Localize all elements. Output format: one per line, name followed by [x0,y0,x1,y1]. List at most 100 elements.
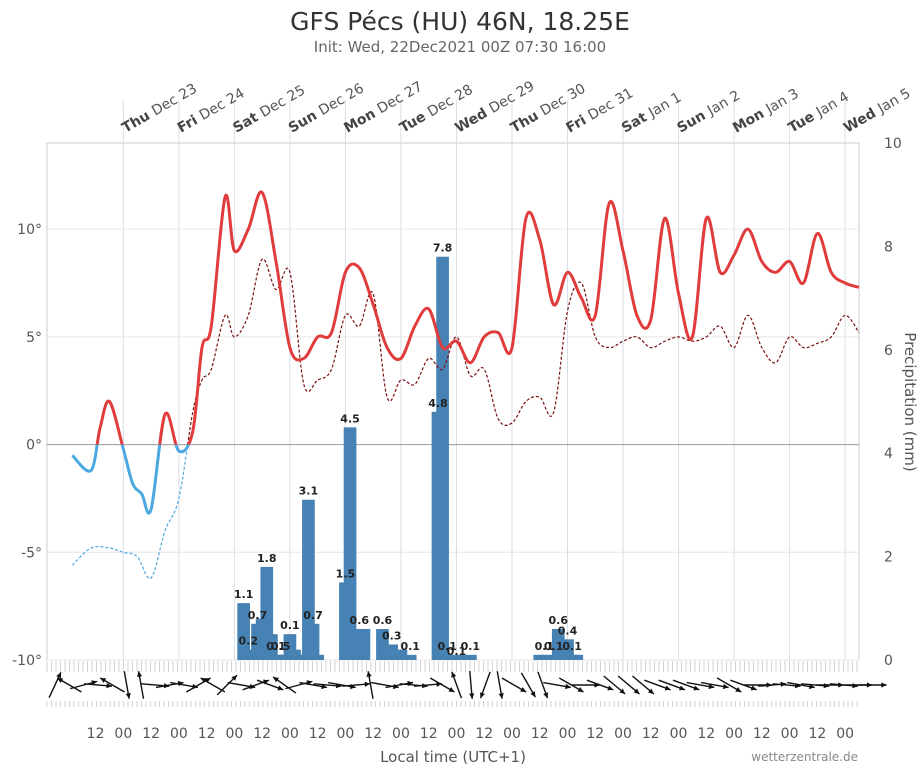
wind-arrow-head [364,681,371,687]
precip-bar [445,654,459,660]
wind-arrow-head [577,687,584,692]
credit-label: wetterzentrale.de [751,750,858,764]
precip-value-label: 0.1 [562,640,582,653]
wind-arrow-head [57,678,64,683]
x-tick-label: 12 [475,726,493,742]
x-tick-label: 00 [559,726,577,742]
precip-value-label: 7.8 [433,242,453,255]
precip-value-label: 4.5 [340,412,360,425]
x-tick-label: 00 [225,726,243,742]
precip-value-label: 0.6 [373,614,393,627]
x-tick-label: 00 [114,726,132,742]
x-tick-label: 00 [781,726,799,742]
x-tick-label: 12 [364,726,382,742]
precip-value-label: 0.5 [271,640,291,653]
x-tick-label: 12 [697,726,715,742]
precip-value-label: 0.7 [248,609,268,622]
x-tick-label: 00 [836,726,854,742]
x-tick-label: 00 [670,726,688,742]
y-tick-label: -10° [12,653,42,669]
precipitation-labels: 1.10.20.71.80.10.50.13.10.71.54.50.6 0.60… [234,242,582,658]
precip-value-label: 0.6 [350,614,370,627]
precip-value-label: 0.1 [280,619,300,632]
precip-value-label: 0.2 [239,635,259,648]
y-tick-label: 10° [17,222,42,238]
day-label: Wed Jan 5 [841,85,913,136]
wind-arrow-head [469,693,475,699]
precip-bar [288,649,301,660]
wind-arrow-head [106,683,112,689]
wind-arrow-head [273,677,279,683]
precip-value-label: 0.1 [266,640,286,653]
x-tick-label: 12 [253,726,271,742]
wind-arrow-head [708,683,715,690]
y2-axis-title: Precipitation (mm) [901,332,919,471]
precip-bar [311,654,325,660]
x-tick-label: 12 [87,726,105,742]
wind-arrow-head [722,683,729,690]
precip-value-label: 0.1 [535,640,555,653]
x-tick-label: 00 [614,726,632,742]
wind-arrow-head [543,692,549,699]
precip-value-label: 0.4 [558,624,578,637]
wind-arrow-head [648,688,654,694]
wind-arrow-head [530,691,536,698]
wind-arrow-head [480,692,485,699]
x-tick-label: 12 [531,726,549,742]
chart-title: GFS Pécs (HU) 46N, 18.25E [290,7,630,36]
precip-bar [343,427,357,660]
precip-bar [357,628,371,660]
wind-arrow-head [231,675,237,681]
precip-bar [403,654,417,660]
day-label-date: Jan 2 [704,88,743,120]
wind-arrow-head [735,687,742,692]
precip-value-label: 0.1 [447,645,467,658]
precip-bar [306,623,320,660]
wind-arrows [48,670,887,700]
precip-bar [570,654,584,660]
wind-arrow-head [565,683,571,690]
day-label-date: Jan 3 [762,86,801,118]
wind-arrow-head [881,682,887,688]
x-tick-label: 12 [753,726,771,742]
x-tick-label: 00 [725,726,743,742]
chart-subtitle: Init: Wed, 22Dec2021 00Z 07:30 16:00 [314,38,606,56]
y2-tick-label: 0 [884,653,893,669]
wind-arrow-head [633,688,640,694]
precip-bar [454,654,468,660]
y2-tick-label: 6 [884,343,893,359]
precip-bar [538,654,551,660]
wind-arrow-head [619,688,626,694]
x-tick-label: 00 [337,726,355,742]
precip-value-label: 4.8 [428,397,448,410]
y-tick-label: 0° [26,438,42,454]
wind-arrow-head [498,693,504,699]
precip-value-label: 1.1 [234,588,254,601]
precip-bar [302,499,315,660]
precipitation-bars [237,256,584,660]
x-tick-label: 00 [503,726,521,742]
temperature-line [95,190,860,445]
wind-arrow-head [125,693,131,699]
y2-tick-label: 10 [884,136,902,152]
precip-bar [265,634,278,660]
precip-value-label: 0.3 [382,629,402,642]
precip-value-label: 0.1 [400,640,420,653]
wind-arrow-head [366,671,372,677]
wind-ticks [46,661,858,707]
dewpoint-line [187,258,860,445]
wind-arrow-head [200,678,207,683]
wind-arrow-head [750,685,757,691]
x-tick-label: 12 [808,726,826,742]
precip-value-label: 1.5 [336,567,356,580]
x-tick-label: 00 [392,726,410,742]
wind-arrow-head [679,685,685,691]
y-tick-label: -5° [21,545,42,561]
x-tick-label: 12 [198,726,216,742]
x-tick-label: 12 [142,726,160,742]
wind-arrow-head [664,685,671,691]
x-tick-label: 00 [448,726,466,742]
precip-value-label: 3.1 [299,485,319,498]
precip-value-label: 0.7 [303,609,323,622]
